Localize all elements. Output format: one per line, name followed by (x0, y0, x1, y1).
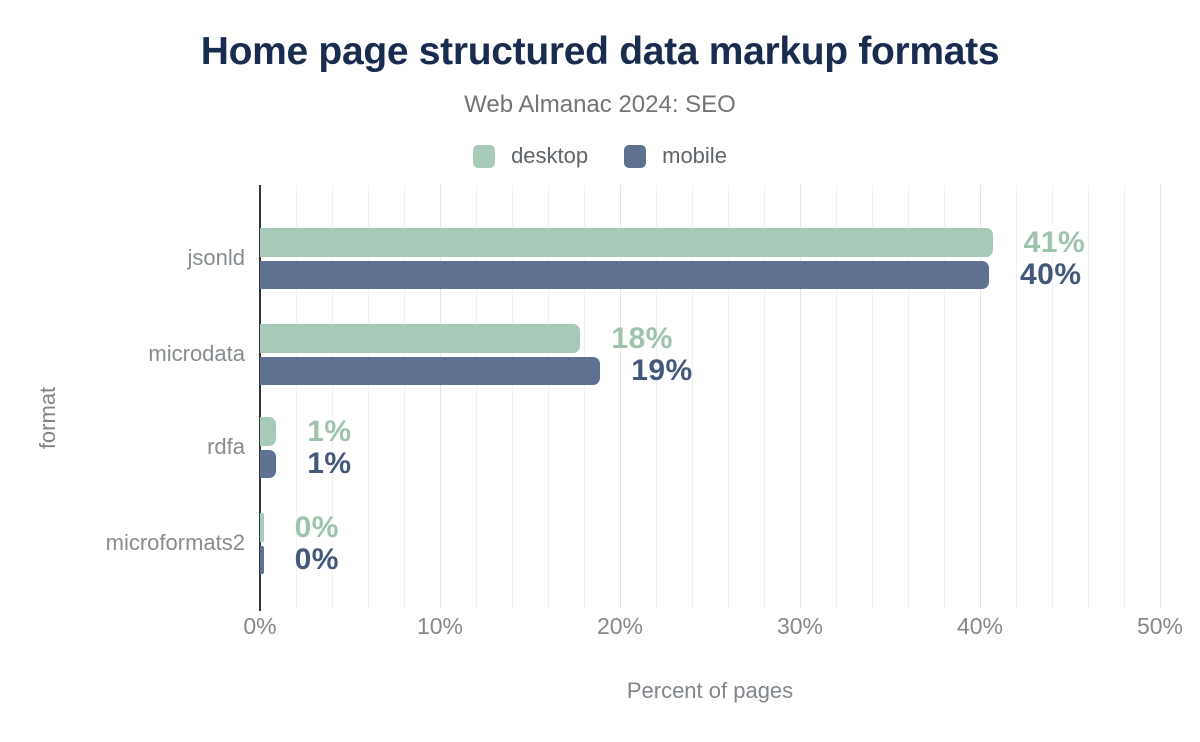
gridline-36pct (908, 185, 909, 608)
bar-desktop-microdata (260, 324, 581, 353)
plot-area: 41% 40% 18% 19% 1% 1% 0% 0% 0% 10% 20% 30% 40% 50% (243, 185, 1183, 639)
x-tick-label-0: 0% (243, 613, 277, 639)
gridline-2pct (296, 185, 297, 608)
gridline-20pct (620, 185, 621, 608)
bar-mobile-rdfa (260, 450, 277, 478)
mobile-swatch-icon (624, 144, 647, 168)
bar-mobile-jsonld (260, 261, 989, 289)
chart-subtitle: Web Almanac 2024: SEO (464, 91, 736, 118)
legend-label-desktop: desktop (511, 143, 589, 168)
bar-desktop-jsonld (260, 228, 993, 257)
category-label-rdfa: rdfa (207, 434, 245, 459)
gridline-16pct (548, 185, 549, 608)
x-tick-label-50: 50% (1136, 613, 1184, 639)
gridline-14pct (512, 185, 513, 608)
bar-mobile-microdata (260, 357, 601, 385)
legend-item-mobile: mobile (624, 143, 727, 169)
bar-mobile-microformats2 (260, 546, 264, 574)
value-label-mobile-jsonld: 40% (1020, 258, 1082, 291)
gridline-32pct (836, 185, 837, 608)
desktop-swatch-icon (473, 144, 496, 168)
gridline-12pct (476, 185, 477, 608)
gridline-6pct (368, 185, 369, 608)
gridline-26pct (728, 185, 729, 608)
bar-desktop-microformats2 (260, 513, 264, 542)
x-tick-label-20: 20% (596, 613, 644, 639)
value-label-mobile-microdata: 19% (631, 354, 693, 387)
legend-label-mobile: mobile (662, 143, 727, 168)
value-label-desktop-microdata: 18% (611, 321, 673, 355)
x-axis-title: Percent of pages (626, 678, 794, 703)
y-axis-title: format (35, 386, 60, 450)
gridline-50pct (1160, 185, 1161, 608)
gridline-10pct (440, 185, 441, 608)
category-label-microformats2: microformats2 (105, 530, 245, 555)
legend: desktop mobile (0, 143, 1200, 169)
gridline-34pct (872, 185, 873, 608)
category-label-jsonld: jsonld (187, 245, 245, 270)
gridline-22pct (656, 185, 657, 608)
value-label-desktop-jsonld: 41% (1023, 225, 1086, 259)
gridline-44pct (1052, 185, 1053, 608)
gridline-24pct (692, 185, 693, 608)
gridline-28pct (764, 185, 765, 608)
bar-desktop-rdfa (260, 417, 277, 446)
legend-item-desktop: desktop (473, 143, 588, 169)
gridline-38pct (944, 185, 945, 608)
gridline-40pct (980, 185, 981, 608)
gridline-8pct (404, 185, 405, 608)
gridline-18pct (584, 185, 585, 608)
gridline-30pct (800, 185, 801, 608)
value-label-mobile-microformats2: 0% (294, 543, 339, 576)
value-label-mobile-rdfa: 1% (307, 447, 352, 480)
gridline-42pct (1016, 185, 1017, 608)
value-label-desktop-rdfa: 1% (307, 414, 352, 448)
x-tick-label-30: 30% (776, 613, 824, 639)
gridline-46pct (1088, 185, 1089, 608)
chart-title: Home page structured data markup formats (200, 30, 1000, 73)
gridline-48pct (1124, 185, 1125, 608)
y-axis-line (259, 185, 261, 611)
gridline-4pct (332, 185, 333, 608)
x-tick-label-40: 40% (956, 613, 1004, 639)
x-tick-label-10: 10% (416, 613, 464, 639)
value-label-desktop-microformats2: 0% (294, 510, 339, 544)
category-label-microdata: microdata (148, 341, 245, 366)
